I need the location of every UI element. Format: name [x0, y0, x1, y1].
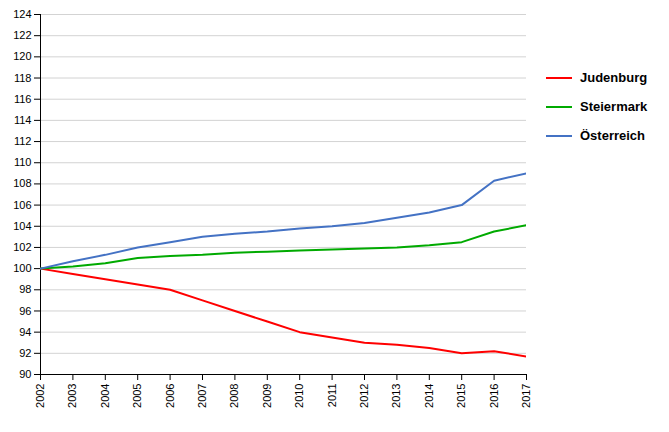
svg-text:2013: 2013	[390, 384, 402, 408]
svg-text:98: 98	[19, 283, 31, 295]
svg-text:106: 106	[13, 199, 31, 211]
svg-text:102: 102	[13, 241, 31, 253]
svg-text:100: 100	[13, 262, 31, 274]
html-text:Judenburg: Judenburg	[580, 70, 648, 85]
svg-text:94: 94	[19, 326, 31, 338]
svg-text:114: 114	[14, 114, 32, 126]
svg-text:2014: 2014	[423, 384, 435, 408]
svg-text:124: 124	[13, 8, 31, 20]
svg-text:2005: 2005	[131, 384, 143, 408]
html-text:Österreich: Österreich	[580, 128, 645, 143]
svg-text:2003: 2003	[66, 384, 78, 408]
svg-text:2009: 2009	[261, 384, 273, 408]
svg-text:2015: 2015	[455, 384, 467, 408]
svg-text:2012: 2012	[358, 384, 370, 408]
svg-text:2002: 2002	[34, 384, 46, 408]
svg-text:2016: 2016	[488, 384, 500, 408]
svg-text:2010: 2010	[293, 384, 305, 408]
svg-text:110: 110	[14, 156, 32, 168]
svg-text:122: 122	[13, 29, 31, 41]
svg-text:108: 108	[13, 177, 31, 189]
svg-text:2017: 2017	[520, 384, 532, 408]
svg-text:2011: 2011	[326, 384, 338, 408]
svg-text:120: 120	[13, 50, 31, 62]
svg-text:112: 112	[14, 135, 32, 147]
svg-text:90: 90	[19, 368, 31, 380]
svg-text:92: 92	[19, 347, 31, 359]
svg-text:2007: 2007	[196, 384, 208, 408]
svg-text:118: 118	[14, 72, 32, 84]
svg-text:104: 104	[13, 220, 31, 232]
svg-text:96: 96	[19, 304, 31, 316]
svg-text:2006: 2006	[164, 384, 176, 408]
svg-text:2008: 2008	[228, 384, 240, 408]
html-text:Steiermark: Steiermark	[580, 99, 648, 114]
svg-text:2004: 2004	[99, 384, 111, 408]
svg-text:116: 116	[14, 93, 32, 105]
